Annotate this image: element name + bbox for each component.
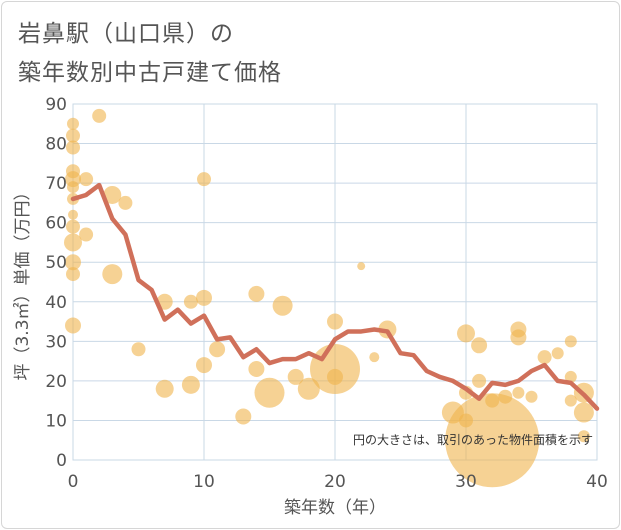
bubble-point	[248, 361, 265, 378]
bubble-point	[272, 295, 293, 316]
bubble-point	[103, 185, 122, 204]
x-tick-label: 10	[193, 472, 215, 492]
bubble-point	[66, 219, 80, 234]
y-tick-label: 60	[45, 214, 67, 234]
bubble-point	[181, 375, 200, 394]
bubble-point	[573, 402, 594, 423]
bubble-point	[66, 267, 80, 282]
bubble-point	[197, 172, 211, 187]
bubble-point	[327, 368, 343, 385]
chart-title-line2: 築年数別中古戸建て価格	[18, 60, 282, 86]
bubble-point	[577, 430, 590, 443]
bubble-point	[248, 285, 265, 302]
bubble-point	[68, 209, 78, 220]
bubble-point	[67, 181, 79, 194]
bubble-point	[472, 373, 487, 388]
bubble-point	[254, 377, 285, 408]
bubble-point	[512, 386, 525, 399]
bubble-point	[564, 394, 577, 407]
y-tick-label: 50	[45, 253, 67, 273]
y-tick-label: 20	[45, 372, 67, 392]
plot-area	[72, 103, 598, 461]
bubble-point	[457, 324, 475, 343]
bubble-point	[357, 262, 366, 271]
bubble-point	[183, 294, 198, 309]
bubble-point	[64, 233, 82, 252]
chart-title-line1: 岩鼻駅（山口県）の	[18, 21, 234, 47]
axis-ticks: 0 10 20 30 40 0 10 20 30 40 50 60 70 80 90	[45, 95, 607, 492]
y-tick-label: 30	[45, 332, 67, 352]
bubble-point	[118, 195, 133, 210]
x-tick-label: 0	[68, 472, 79, 492]
bubble-point	[564, 370, 577, 383]
bubble-point	[510, 329, 527, 346]
y-axis-label: 坪（3.3㎡）単価（万円）	[13, 183, 33, 380]
average-line-series	[70, 182, 600, 411]
bubble-point	[131, 342, 146, 357]
bubble-point	[92, 108, 107, 123]
bubble-point	[196, 357, 212, 374]
bubble-point	[66, 128, 80, 143]
y-tick-label: 90	[45, 95, 67, 115]
bubble-point	[102, 264, 123, 285]
bubble-point	[551, 347, 564, 360]
bubble-point	[235, 408, 252, 425]
bubble-point	[65, 254, 81, 271]
y-tick-label: 80	[45, 135, 67, 155]
bubble-point	[537, 350, 552, 365]
x-axis-label: 築年数（年）	[284, 498, 386, 518]
bubble-point	[209, 341, 226, 358]
size-legend-note: 円の大きさは、取引のあった物件面積を示す	[353, 432, 593, 447]
x-tick-label: 20	[324, 472, 346, 492]
bubble-point	[369, 352, 380, 363]
y-tick-label: 0	[56, 451, 67, 471]
bubble-point	[525, 390, 538, 403]
average-price-line	[70, 182, 600, 411]
bubble-point	[79, 172, 94, 187]
bubble-point	[287, 368, 304, 385]
y-tick-label: 70	[45, 174, 67, 194]
bubble-point	[65, 317, 81, 334]
bubble-point	[471, 337, 488, 354]
bubble-point	[498, 389, 513, 404]
bubble-point	[196, 289, 212, 306]
x-tick-label: 30	[455, 472, 477, 492]
bubble-point	[67, 117, 79, 130]
bubble-point	[79, 227, 94, 242]
bubble-point	[297, 377, 320, 400]
bubble-point	[155, 379, 174, 398]
y-tick-label: 10	[45, 411, 67, 431]
bubble-series	[64, 108, 594, 488]
bubble-point	[66, 140, 80, 155]
x-tick-label: 40	[586, 472, 608, 492]
bubble-point	[445, 393, 540, 488]
bubble-point	[564, 335, 577, 348]
y-tick-label: 40	[45, 293, 67, 313]
bubble-point	[327, 313, 343, 330]
